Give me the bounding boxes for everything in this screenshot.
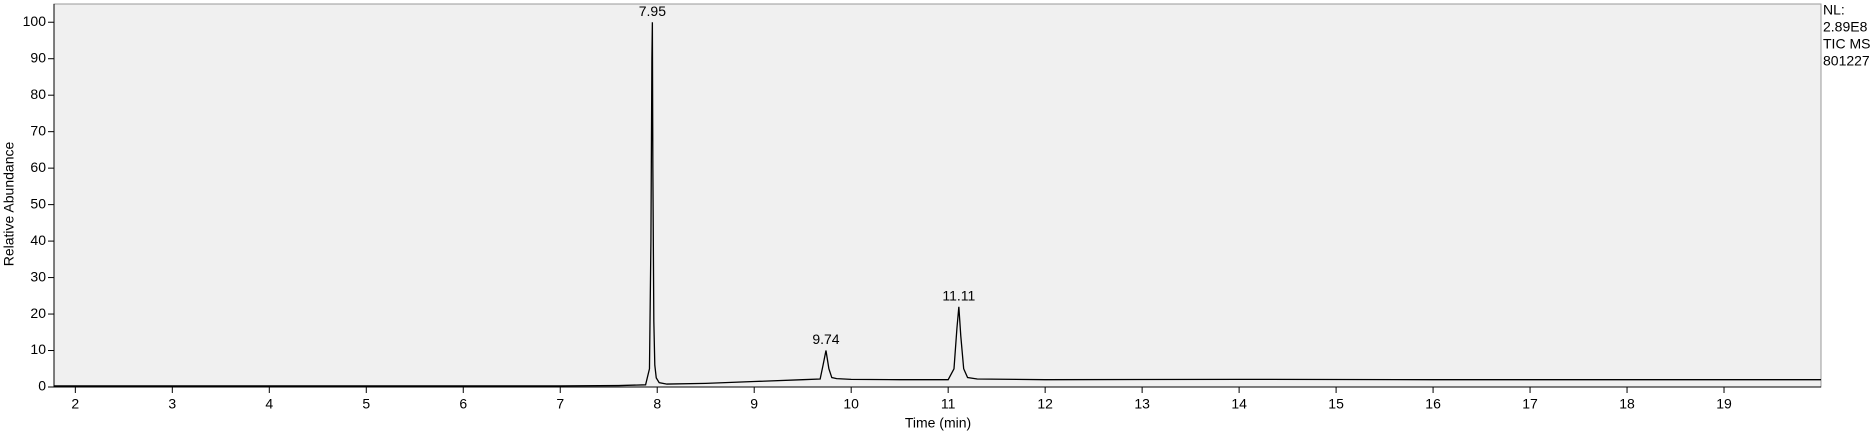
y-tick-label: 20 <box>30 305 46 321</box>
y-axis-label: Relative Abundance <box>1 142 17 267</box>
x-tick-label: 18 <box>1619 396 1635 412</box>
info-text: 2.89E8 <box>1823 19 1868 35</box>
peak-label: 11.11 <box>942 287 975 303</box>
x-tick-label: 9 <box>750 396 758 412</box>
y-tick-label: 100 <box>23 13 47 29</box>
x-tick-label: 5 <box>362 396 370 412</box>
y-tick-label: 0 <box>38 378 46 394</box>
x-tick-label: 2 <box>71 396 79 412</box>
y-tick-label: 60 <box>30 159 46 175</box>
x-tick-label: 6 <box>459 396 467 412</box>
info-text: 801227 <box>1823 53 1870 69</box>
x-tick-label: 16 <box>1425 396 1441 412</box>
info-text: TIC MS <box>1823 36 1870 52</box>
y-tick-label: 70 <box>30 122 46 138</box>
x-tick-label: 12 <box>1037 396 1053 412</box>
plot-area <box>53 3 1822 388</box>
x-axis-label: Time (min) <box>905 415 971 431</box>
y-tick-label: 40 <box>30 232 46 248</box>
x-tick-label: 3 <box>168 396 176 412</box>
peak-label: 9.74 <box>812 331 839 347</box>
x-tick-label: 8 <box>653 396 661 412</box>
x-tick-label: 19 <box>1716 396 1732 412</box>
y-tick-label: 80 <box>30 86 46 102</box>
x-tick-label: 17 <box>1522 396 1538 412</box>
y-tick-label: 30 <box>30 268 46 284</box>
x-tick-label: 14 <box>1231 396 1247 412</box>
y-tick-label: 10 <box>30 341 46 357</box>
y-tick-label: 50 <box>30 195 46 211</box>
trace <box>54 22 1821 387</box>
info-text: NL: <box>1823 2 1845 18</box>
peak-label: 7.95 <box>639 3 666 19</box>
x-tick-label: 13 <box>1134 396 1150 412</box>
x-tick-label: 7 <box>556 396 564 412</box>
x-tick-label: 10 <box>843 396 859 412</box>
y-tick-label: 90 <box>30 49 46 65</box>
x-tick-label: 15 <box>1328 396 1344 412</box>
x-tick-label: 4 <box>265 396 273 412</box>
x-tick-label: 11 <box>941 396 956 412</box>
